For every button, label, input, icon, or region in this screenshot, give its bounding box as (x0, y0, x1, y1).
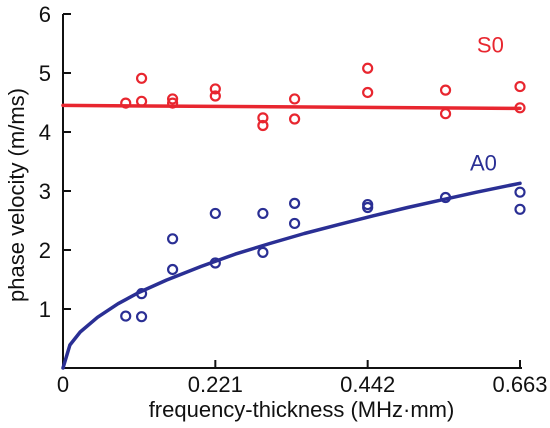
y-tick-label: 6 (39, 2, 51, 27)
series-layer: S0 A0 (61, 32, 526, 370)
y-tick-label: 2 (39, 238, 51, 263)
x-ticks: 0 0.221 0.442 0.663 (57, 360, 548, 397)
series-s0: S0 (61, 32, 526, 132)
data-point-a0 (289, 197, 301, 209)
data-point-a0 (514, 186, 526, 198)
series-label-a0: A0 (470, 150, 497, 175)
data-point-s0 (289, 93, 301, 105)
data-point-s0 (514, 80, 526, 93)
y-tick-label: 1 (39, 297, 51, 322)
data-point-s0 (514, 102, 526, 114)
data-point-a0 (257, 207, 269, 220)
y-ticks: 1 2 3 4 5 6 (39, 2, 71, 322)
data-point-a0 (120, 310, 132, 322)
y-tick-label: 3 (39, 179, 51, 204)
data-point-s0 (362, 62, 374, 74)
y-axis-label: phase velocity (m/ms) (4, 88, 29, 302)
data-point-a0 (439, 191, 452, 204)
data-point-s0 (362, 86, 374, 99)
data-point-s0 (257, 119, 269, 132)
fit-line-a0 (61, 181, 522, 370)
data-point-a0 (209, 207, 221, 220)
y-tick-label: 5 (39, 61, 51, 86)
y-tick-label: 4 (39, 120, 51, 145)
data-point-s0 (135, 72, 148, 84)
data-point-s0 (135, 95, 148, 107)
x-tick-label: 0.442 (340, 372, 395, 397)
data-point-s0 (209, 90, 221, 102)
data-point-s0 (289, 113, 301, 125)
data-point-a0 (289, 217, 301, 230)
data-point-s0 (439, 84, 452, 96)
data-point-a0 (135, 288, 148, 300)
data-point-s0 (257, 112, 269, 124)
data-point-s0 (209, 83, 221, 95)
fit-line-s0 (61, 103, 522, 111)
data-point-a0 (514, 203, 526, 215)
data-point-a0 (209, 257, 221, 269)
data-point-s0 (166, 93, 179, 105)
series-a0: A0 (61, 150, 526, 370)
data-point-a0 (166, 263, 179, 276)
data-point-s0 (166, 97, 179, 109)
x-tick-label: 0 (57, 372, 69, 397)
data-point-s0 (120, 97, 132, 109)
x-tick-label: 0.221 (188, 372, 243, 397)
data-point-s0 (439, 108, 452, 120)
series-label-s0: S0 (477, 32, 504, 57)
data-point-a0 (166, 233, 179, 245)
x-tick-label: 0.663 (492, 372, 547, 397)
data-point-a0 (257, 246, 269, 258)
data-point-a0 (135, 311, 148, 323)
data-point-a0 (362, 201, 374, 214)
axes: 1 2 3 4 5 6 0 0.221 0.442 0.663 (39, 2, 548, 397)
x-axis-label: frequency-thickness (MHz·mm) (149, 397, 455, 422)
